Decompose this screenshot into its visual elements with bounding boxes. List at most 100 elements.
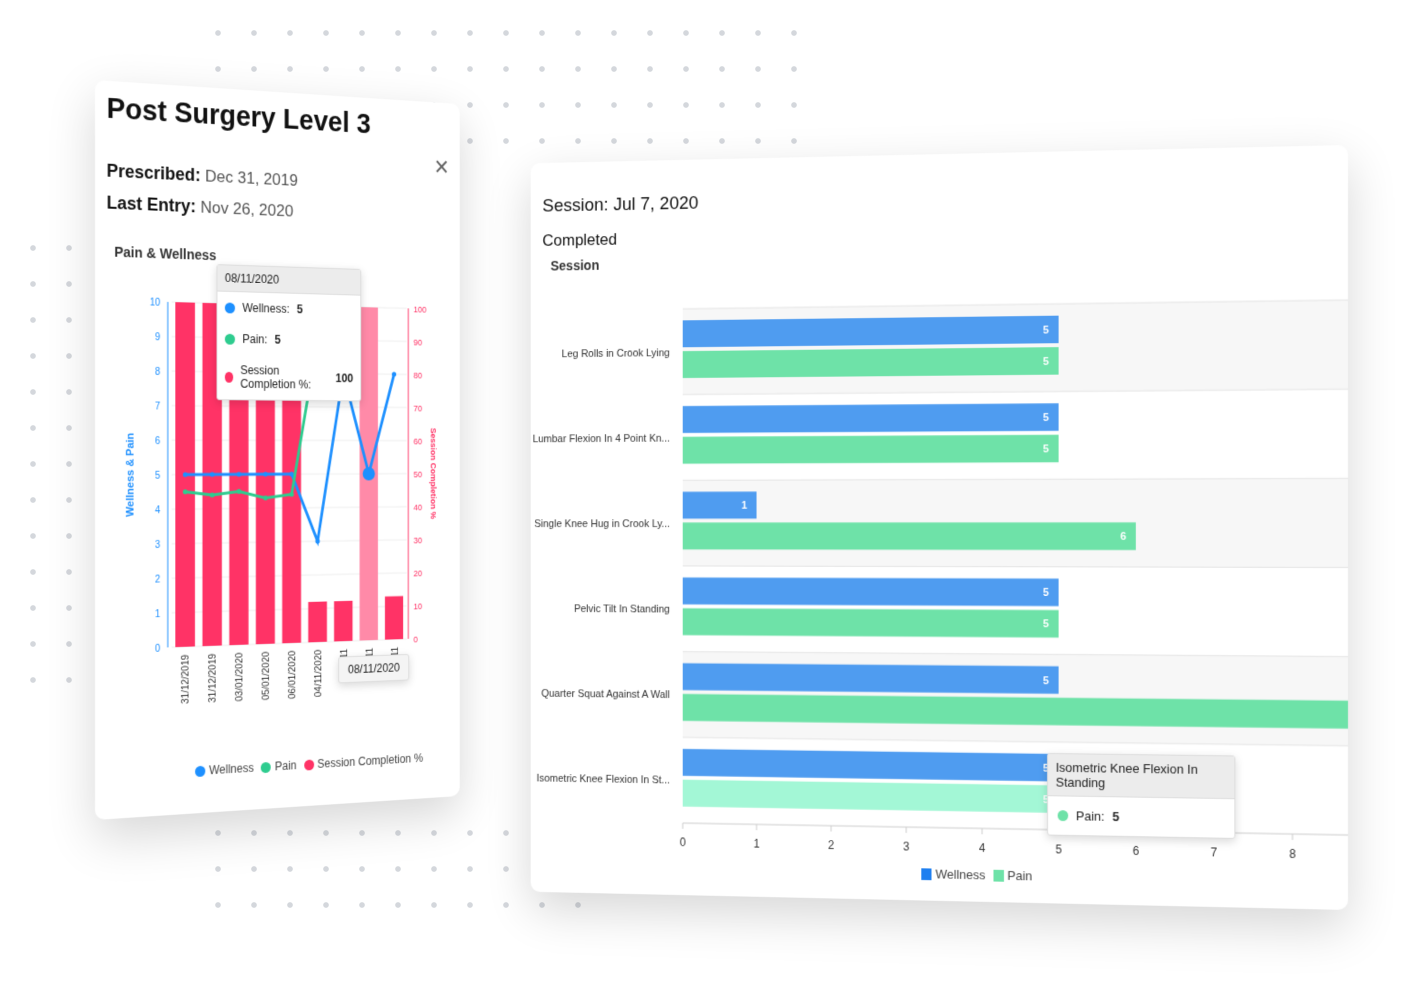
y2-tick-label: 60	[414, 437, 423, 447]
x-tick-label: 2	[828, 839, 834, 852]
y-axis-title: Wellness & Pain	[125, 433, 137, 517]
x-tick-label: 3	[903, 840, 909, 853]
y-tick-label: 3	[155, 540, 161, 551]
pain-point	[237, 489, 242, 494]
pain-bar	[683, 347, 1059, 378]
plan-card: Post Surgery Level 3 ✕ Prescribed: Dec 3…	[95, 80, 460, 820]
wellness-point	[210, 472, 215, 477]
last-entry-value: Nov 26, 2020	[200, 198, 293, 221]
tooltip-pain-value: 5	[275, 333, 281, 347]
bar-value-label: 5	[1043, 587, 1049, 599]
y2-tick-label: 70	[414, 404, 423, 414]
y2-tick-label: 40	[414, 503, 423, 513]
y2-tick-label: 30	[414, 536, 423, 546]
y2-tick-label: 0	[414, 635, 418, 645]
y2-tick-label: 20	[414, 569, 423, 579]
y-tick-label: 9	[155, 332, 161, 343]
session-status: Completed	[542, 230, 617, 250]
tooltip-completion-value: 100	[336, 372, 354, 386]
x-tick-label: 7	[1211, 846, 1218, 859]
last-entry-row: Last Entry: Nov 26, 2020	[107, 193, 294, 222]
chart-tooltip: 08/11/2020 Wellness: 5 Pain: 5 Session Com…	[217, 264, 362, 401]
x-tick-label: 1	[753, 838, 759, 851]
wellness-point	[363, 467, 375, 480]
row-band	[683, 389, 1348, 480]
session-title: Session: Jul 7, 2020	[542, 193, 698, 217]
x-tick-label: 03/01/2020	[235, 652, 245, 702]
wellness-point	[263, 472, 268, 477]
completion-bar	[308, 601, 327, 642]
x-tick-label: 5	[1055, 843, 1061, 856]
pain-bar	[683, 522, 1136, 550]
y2-tick-label: 50	[414, 470, 423, 480]
prescribed-row: Prescribed: Dec 31, 2019	[107, 161, 298, 191]
legend-wellness[interactable]: Wellness	[195, 761, 254, 778]
bar-value-label: 5	[1043, 443, 1049, 455]
legend-wellness[interactable]: Wellness	[921, 866, 985, 882]
x-tick-label: 4	[979, 842, 986, 855]
prescribed-label: Prescribed:	[107, 161, 201, 185]
completion-bar	[385, 596, 403, 640]
y2-tick-label: 100	[414, 305, 427, 315]
completion-bar	[334, 601, 353, 642]
pain-bar	[683, 435, 1059, 464]
tooltip-date: 08/11/2020	[217, 265, 360, 296]
x-tick-label: 6	[1133, 845, 1139, 858]
pain-point	[263, 496, 268, 501]
wellness-point	[237, 472, 242, 477]
wellness-bar	[683, 403, 1059, 433]
row-band	[683, 300, 1348, 395]
category-label: Pelvic Tilt In Standing	[574, 603, 670, 615]
y-tick-label: 8	[155, 367, 161, 378]
bar-value-label: 5	[1043, 675, 1049, 687]
bar-value-label: 5	[1043, 619, 1049, 631]
category-label: Isometric Knee Flexion In St...	[536, 773, 669, 787]
pain-dot-icon	[225, 333, 235, 344]
category-label: Single Knee Hug in Crook Ly...	[534, 518, 670, 530]
wellness-bar	[683, 749, 1059, 782]
last-entry-label: Last Entry:	[107, 193, 196, 217]
wellness-bar	[683, 577, 1059, 606]
pain-dot-icon	[1058, 810, 1069, 821]
bar-value-label: 5	[1043, 324, 1049, 336]
wellness-bar	[683, 663, 1059, 694]
pain-point	[183, 489, 188, 494]
tooltip-pain-label: Pain:	[242, 332, 267, 346]
pain-bar	[683, 608, 1059, 637]
wellness-point	[289, 472, 294, 477]
y2-axis-title: Session Completion %	[429, 428, 438, 519]
bar-value-label: 5	[1043, 356, 1049, 368]
x-tick-label: 06/01/2020	[288, 650, 298, 699]
close-icon[interactable]: ✕	[434, 155, 450, 180]
x-tick-label: 05/01/2020	[262, 651, 272, 700]
y2-tick-label: 90	[414, 338, 423, 348]
wellness-point	[183, 472, 188, 477]
tooltip-wellness-label: Wellness:	[242, 301, 289, 316]
bar-value-label: 6	[1120, 531, 1126, 543]
y-tick-label: 0	[155, 644, 161, 655]
legend-pain[interactable]: Pain	[261, 759, 296, 775]
tooltip-label: Pain:	[1076, 808, 1105, 823]
bar-tooltip: Isometric Knee Flexion In Standing Pain:…	[1047, 753, 1235, 839]
chart-legend: Wellness Pain	[921, 866, 1032, 883]
x-tick-label: 31/12/2019	[181, 654, 191, 704]
category-label: Quarter Squat Against A Wall	[541, 688, 670, 701]
x-tick-label: 8	[1289, 848, 1296, 861]
x-tick-label: 31/12/2019	[208, 653, 218, 703]
category-label: Leg Rolls in Crook Lying	[562, 347, 670, 360]
y-tick-label: 4	[155, 505, 161, 516]
y-tick-label: 2	[155, 574, 160, 585]
dot-pattern	[15, 230, 75, 700]
pain-point	[289, 492, 294, 497]
wellness-dot-icon	[225, 302, 235, 313]
wellness-bar	[683, 316, 1059, 348]
bar-value-label: 5	[1043, 412, 1049, 424]
plan-title: Post Surgery Level 3	[107, 93, 371, 141]
y-tick-label: 10	[150, 297, 161, 308]
completion-dot-icon	[225, 371, 233, 382]
y-tick-label: 7	[155, 401, 160, 412]
session-card: Session: Jul 7, 2020 Completed Session L…	[531, 145, 1348, 910]
y2-tick-label: 10	[414, 602, 423, 612]
legend-pain[interactable]: Pain	[993, 868, 1032, 884]
y-tick-label: 5	[155, 471, 161, 482]
